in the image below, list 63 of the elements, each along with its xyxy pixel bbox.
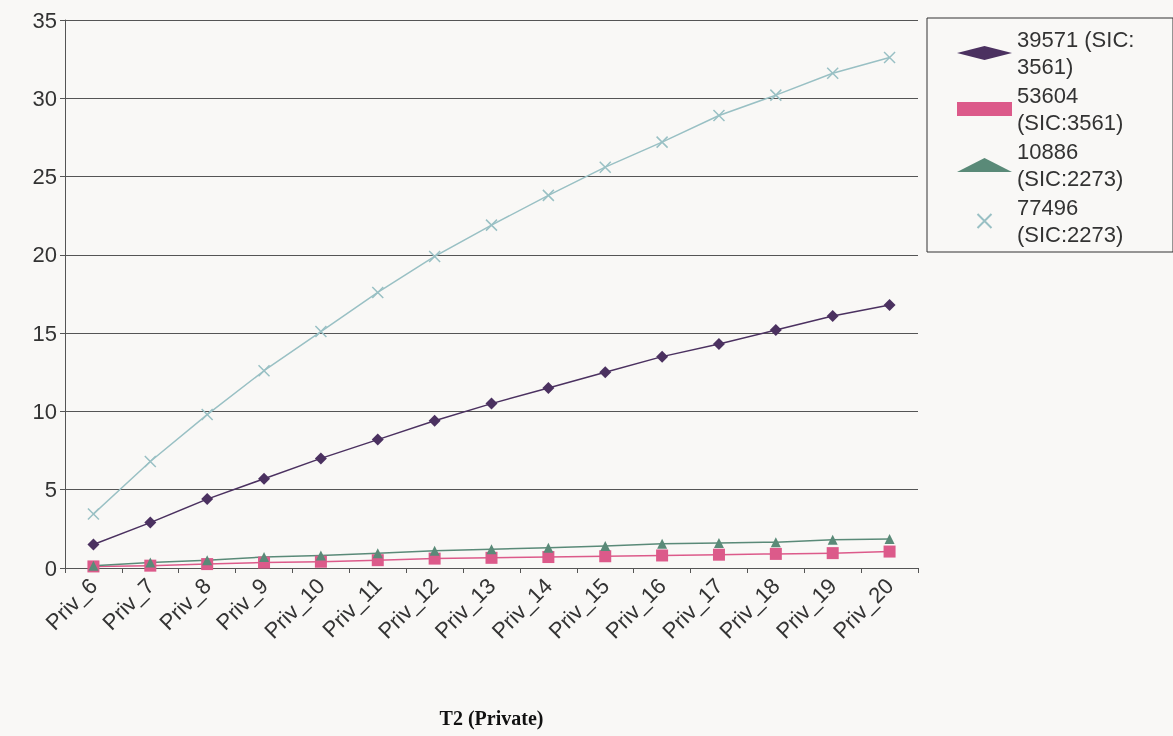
y-tick-label: 10 xyxy=(32,398,57,424)
point xyxy=(598,160,612,174)
point xyxy=(769,88,783,102)
point xyxy=(883,51,896,64)
point xyxy=(486,544,497,555)
y-tick-label: 30 xyxy=(32,85,57,111)
y-tick-label: 25 xyxy=(32,164,57,190)
point xyxy=(202,555,213,566)
point xyxy=(428,414,441,427)
point xyxy=(600,541,611,552)
point xyxy=(657,538,668,549)
point xyxy=(712,338,725,351)
point xyxy=(257,364,271,377)
point xyxy=(485,218,498,232)
point xyxy=(769,324,782,337)
legend-label: 10886 (SIC:2273) xyxy=(1017,139,1124,191)
point xyxy=(371,433,384,446)
legend-label: 77496 (SIC:2273) xyxy=(1017,195,1124,247)
point xyxy=(826,66,839,80)
point xyxy=(314,452,327,465)
point xyxy=(827,534,838,545)
y-tick-label: 35 xyxy=(32,7,57,33)
point xyxy=(883,545,896,558)
point xyxy=(542,381,555,394)
point xyxy=(371,286,385,299)
point xyxy=(485,397,498,410)
y-tick-label: 20 xyxy=(32,242,57,268)
x-axis-title: T2 (Private) xyxy=(439,707,544,730)
point xyxy=(200,408,214,421)
point xyxy=(314,325,328,338)
point xyxy=(769,547,782,560)
point xyxy=(315,550,326,561)
point xyxy=(87,538,100,551)
legend-label: 39571 (SIC: 3561) xyxy=(1017,27,1141,79)
point xyxy=(826,547,839,560)
point xyxy=(712,548,725,561)
point xyxy=(599,366,612,379)
y-tick-label: 0 xyxy=(44,555,57,581)
y-tick-label: 15 xyxy=(32,320,57,346)
point xyxy=(655,135,669,149)
point xyxy=(145,557,156,568)
point xyxy=(883,298,896,311)
point xyxy=(259,552,270,563)
point xyxy=(826,309,839,322)
point xyxy=(542,189,555,202)
point xyxy=(713,537,724,548)
point xyxy=(884,534,895,545)
point xyxy=(712,109,726,122)
point xyxy=(770,537,781,548)
legend-label: 53604 (SIC:3561) xyxy=(1017,83,1124,135)
point xyxy=(372,548,383,559)
y-tick-label: 5 xyxy=(44,477,57,503)
point xyxy=(543,542,554,553)
point xyxy=(428,250,441,263)
point xyxy=(258,472,271,485)
point xyxy=(599,550,612,563)
point xyxy=(87,507,100,521)
point xyxy=(656,350,669,363)
point xyxy=(201,493,214,506)
point xyxy=(429,545,440,556)
point xyxy=(144,455,157,468)
point xyxy=(656,549,669,562)
point xyxy=(144,516,157,529)
